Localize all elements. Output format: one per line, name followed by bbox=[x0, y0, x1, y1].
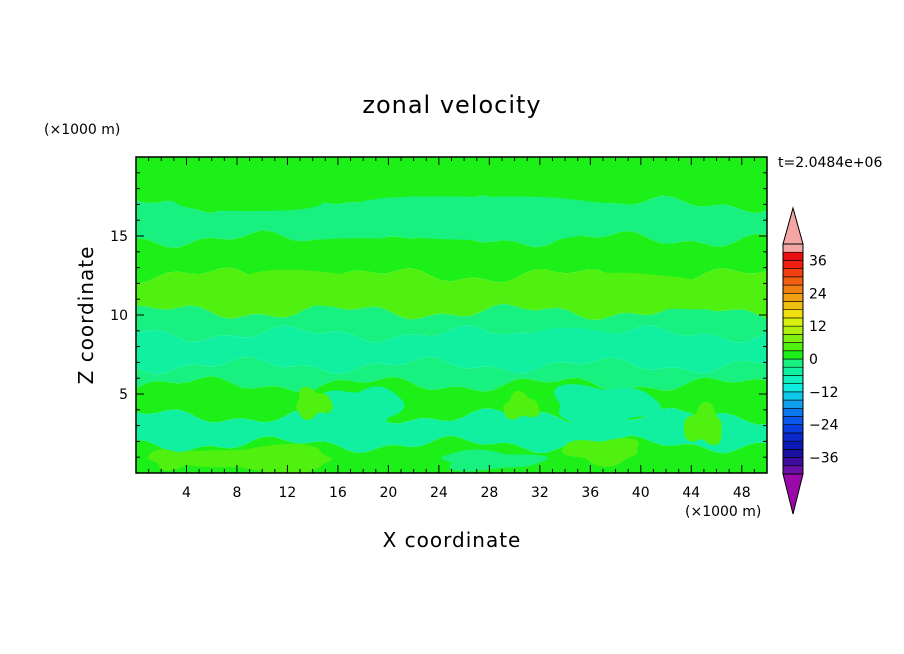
colorbar-tick-label: 24 bbox=[809, 286, 827, 302]
colorbar-tick-label: −24 bbox=[809, 418, 839, 434]
x-unit-label: (×1000 m) bbox=[685, 504, 761, 520]
x-tick-label: 16 bbox=[329, 485, 347, 501]
colorbar-segment bbox=[782, 383, 804, 393]
y-axis-ticks: 5 10 15 bbox=[110, 172, 767, 458]
colorbar-segment bbox=[782, 407, 804, 417]
contour-field bbox=[136, 157, 767, 473]
x-tick-label: 32 bbox=[531, 485, 549, 501]
colorbar-segment bbox=[782, 366, 804, 376]
y-tick-label: 15 bbox=[110, 229, 128, 245]
contour-patch bbox=[320, 386, 405, 439]
contour-band bbox=[136, 356, 767, 393]
colorbar-segment bbox=[782, 342, 804, 352]
colorbar-segment bbox=[782, 391, 804, 401]
colorbar-tick-label: 0 bbox=[809, 352, 818, 368]
x-tick-label: 40 bbox=[632, 485, 650, 501]
colorbar-tick-label: −12 bbox=[809, 385, 839, 401]
colorbar-segment bbox=[782, 465, 804, 475]
contour-patch bbox=[284, 238, 573, 268]
colorbar-segment bbox=[782, 301, 804, 311]
x-tick-label: 28 bbox=[480, 485, 498, 501]
contour-patch bbox=[441, 449, 549, 472]
colorbar-segment bbox=[782, 424, 804, 434]
colorbar-segment bbox=[782, 317, 804, 327]
colorbar-segment bbox=[782, 268, 804, 278]
colorbar-segment bbox=[782, 284, 804, 294]
y-tick-label: 5 bbox=[119, 387, 128, 403]
x-tick-label: 48 bbox=[733, 485, 751, 501]
colorbar-tick-label: −36 bbox=[809, 451, 839, 467]
colorbar-segment bbox=[782, 276, 804, 286]
colorbar-segment bbox=[782, 325, 804, 335]
x-tick-label: 24 bbox=[430, 485, 448, 501]
colorbar-segment bbox=[782, 440, 804, 450]
x-tick-label: 4 bbox=[182, 485, 191, 501]
colorbar-segment bbox=[782, 309, 804, 319]
y-axis-label: Z coordinate bbox=[74, 246, 98, 385]
x-axis-ticks: 4 8 12 16 20 24 28 32 36 40 44 48 bbox=[148, 157, 755, 501]
colorbar-segment bbox=[782, 292, 804, 302]
colorbar-under-triangle bbox=[782, 473, 804, 515]
time-label: t=2.0484e+06 bbox=[778, 155, 882, 171]
contour-patch bbox=[163, 269, 389, 307]
contour-patch bbox=[561, 437, 639, 467]
colorbar-over-triangle bbox=[782, 206, 804, 245]
y-unit-label: (×1000 m) bbox=[44, 122, 120, 138]
colorbar: −36 −24 −12 0 12 24 36 bbox=[782, 206, 839, 515]
colorbar-frame bbox=[782, 243, 804, 475]
colorbar-segment bbox=[782, 251, 804, 261]
x-axis-label: X coordinate bbox=[383, 528, 522, 552]
contour-patch bbox=[539, 272, 745, 313]
y-tick-label: 10 bbox=[110, 308, 128, 324]
colorbar-segment bbox=[782, 432, 804, 442]
contour-patch bbox=[147, 449, 202, 471]
contour-patch bbox=[358, 196, 704, 241]
colorbar-segment bbox=[782, 399, 804, 409]
colorbar-tick-label: 36 bbox=[809, 253, 827, 269]
colorbar-segment bbox=[782, 260, 804, 269]
colorbar-segment bbox=[782, 358, 804, 368]
x-tick-label: 8 bbox=[232, 485, 241, 501]
contour-patch bbox=[554, 384, 661, 434]
x-tick-label: 20 bbox=[379, 485, 397, 501]
x-tick-label: 36 bbox=[581, 485, 599, 501]
colorbar-segment bbox=[782, 334, 804, 343]
contour-patch bbox=[460, 327, 628, 360]
colorbar-segment bbox=[782, 243, 804, 253]
colorbar-segment bbox=[782, 449, 804, 458]
contour-patch bbox=[136, 163, 385, 211]
contour-patch bbox=[296, 386, 333, 420]
contour-patch bbox=[503, 390, 540, 420]
colorbar-tick-label: 12 bbox=[809, 319, 827, 335]
contour-patch bbox=[683, 401, 722, 446]
chart-title: zonal velocity bbox=[362, 91, 541, 119]
contour-patch bbox=[179, 443, 332, 473]
colorbar-segment bbox=[782, 416, 804, 426]
colorbar-segment bbox=[782, 350, 804, 360]
x-tick-label: 44 bbox=[682, 485, 700, 501]
x-tick-label: 12 bbox=[279, 485, 297, 501]
colorbar-segment bbox=[782, 375, 804, 384]
colorbar-segment bbox=[782, 457, 804, 467]
